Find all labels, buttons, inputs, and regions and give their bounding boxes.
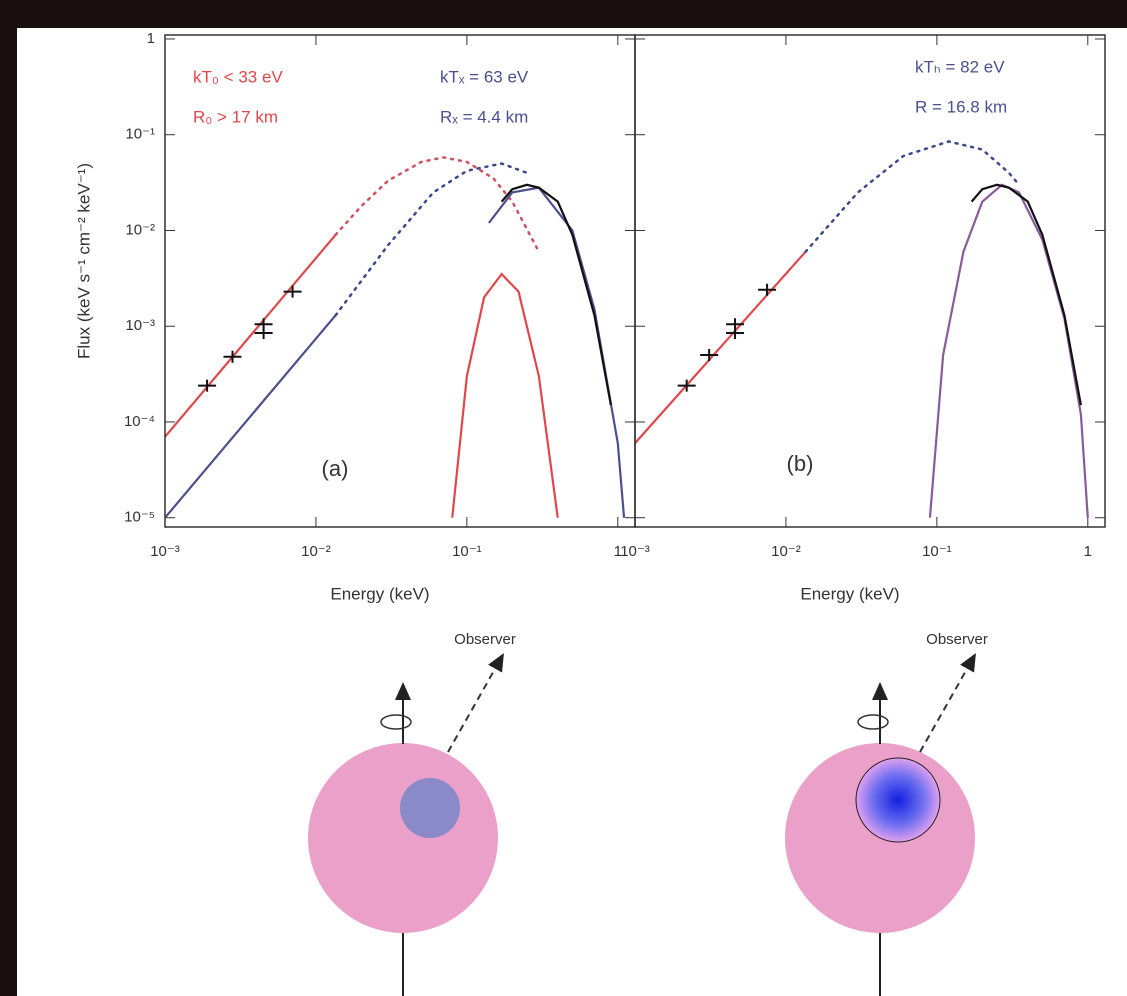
y-tick-label: 10⁻⁵	[124, 509, 155, 526]
annotation: kTₕ = 82 eV	[915, 57, 1005, 76]
x-tick-label: 10⁻²	[771, 543, 801, 560]
y-tick-label: 10⁻⁴	[124, 413, 155, 430]
data-point	[283, 285, 302, 298]
x-tick-label: 1	[1084, 543, 1092, 560]
observer-label: Observer	[454, 631, 516, 648]
y-tick-label: 10⁻³	[125, 317, 155, 334]
panel: 10⁻³ 10⁻² 10⁻¹ 1 Energy (keV) kTₕ = 82 eV R = …	[620, 34, 1106, 603]
data-point	[700, 349, 719, 362]
hot-spot	[855, 757, 941, 843]
data-point	[726, 326, 745, 339]
model-curve	[165, 234, 337, 438]
data-point	[254, 326, 273, 339]
model-curve	[500, 183, 612, 406]
data-point	[223, 350, 242, 363]
y-axis-label: Flux (keV s⁻¹ cm⁻² keV⁻¹)	[74, 163, 93, 359]
model-curve-dotted	[804, 140, 1021, 253]
model-curve-dotted	[334, 162, 529, 317]
plot-area	[635, 140, 1089, 518]
model-curve	[635, 250, 807, 444]
x-tick-label: 10⁻³	[620, 543, 650, 560]
y-tick-label: 10⁻¹	[125, 126, 155, 143]
diagram-a: Observer	[308, 631, 516, 996]
model-curve	[451, 272, 559, 518]
star	[308, 743, 498, 933]
annotation: R = 16.8 km	[915, 97, 1007, 116]
x-axis-label: Energy (keV)	[800, 584, 899, 603]
y-tick-label: 10⁻²	[125, 221, 155, 238]
model-curve	[488, 186, 626, 518]
data-point	[758, 283, 777, 296]
panel: 10⁻³ 10⁻² 10⁻¹ 1 1 10⁻¹ 10⁻² 10⁻³ 10⁻⁴ 10⁻⁵ Energy…	[74, 30, 636, 603]
diagram-b: Observer	[785, 631, 988, 996]
line-of-sight	[919, 653, 976, 753]
plot-area	[165, 156, 626, 519]
x-tick-label: 1	[614, 543, 622, 560]
annotation: kT₀ < 33 eV	[193, 67, 283, 86]
y-tick-label: 1	[147, 30, 155, 47]
x-axis-label: Energy (keV)	[330, 584, 429, 603]
model-curve	[970, 183, 1082, 406]
x-tick-label: 10⁻³	[150, 543, 180, 560]
model-curve-dotted	[334, 156, 541, 253]
rotation-sign	[857, 714, 889, 730]
observer-label: Observer	[926, 631, 988, 648]
data-point	[198, 379, 217, 392]
plot-frame	[634, 34, 1106, 528]
annotation: (a)	[322, 456, 349, 481]
line-of-sight	[447, 653, 504, 753]
x-tick-label: 10⁻²	[301, 543, 331, 560]
annotation: R₀ > 17 km	[193, 107, 278, 126]
model-curve	[165, 314, 337, 519]
x-tick-label: 10⁻¹	[922, 543, 952, 560]
hot-spot	[400, 778, 460, 838]
annotation: kTₓ = 63 eV	[440, 67, 529, 86]
data-point	[677, 379, 696, 392]
annotation: (b)	[787, 451, 814, 476]
x-tick-label: 10⁻¹	[452, 543, 482, 560]
annotation: Rₓ = 4.4 km	[440, 107, 528, 126]
rotation-sign	[380, 714, 412, 730]
